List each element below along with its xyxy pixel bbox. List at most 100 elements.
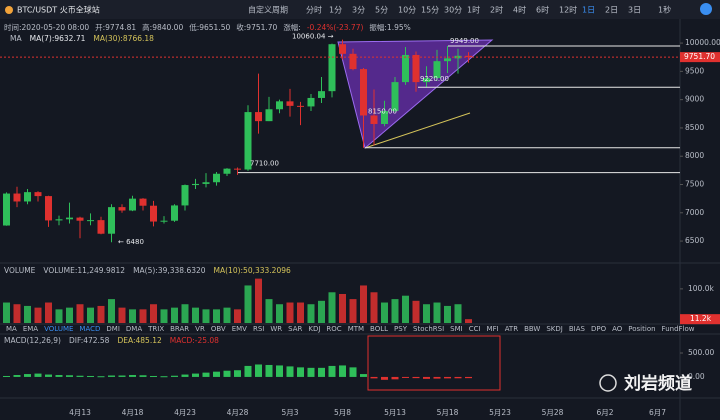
volume-bar bbox=[381, 302, 388, 323]
macd-bar bbox=[181, 374, 189, 377]
candle-body bbox=[160, 220, 168, 222]
indicator-tab[interactable]: EMV bbox=[232, 325, 247, 333]
candle-body bbox=[150, 205, 157, 222]
macd-legend: MACD(12,26,9) bbox=[4, 336, 61, 345]
period[interactable]: 15分 bbox=[421, 6, 439, 15]
indicator-tab[interactable]: SKDJ bbox=[546, 325, 563, 333]
indicator-tab[interactable]: StochRSI bbox=[413, 325, 444, 333]
indicator-tab[interactable]: MTM bbox=[348, 325, 364, 333]
volume-bar bbox=[349, 299, 357, 323]
volume-bar bbox=[181, 304, 189, 323]
period[interactable]: 4时 bbox=[513, 5, 526, 15]
period[interactable]: 1日 bbox=[582, 6, 595, 15]
indicator-tab[interactable]: RSI bbox=[253, 325, 264, 333]
indicator-tab[interactable]: FundFlow bbox=[662, 325, 695, 333]
highlight-box[interactable] bbox=[367, 335, 501, 391]
period[interactable]: 10分 bbox=[398, 6, 416, 15]
indicator-tab[interactable]: VOLUME bbox=[44, 325, 73, 333]
volume-bar bbox=[454, 304, 462, 323]
indicator-tab[interactable]: DMI bbox=[106, 325, 120, 333]
trend-line[interactable] bbox=[364, 112, 471, 149]
menu-icon[interactable] bbox=[700, 3, 712, 15]
indicator-tab[interactable]: DMA bbox=[126, 325, 142, 333]
indicator-tab[interactable]: BRAR bbox=[170, 325, 189, 333]
candle-body bbox=[244, 112, 252, 170]
period[interactable]: 6时 bbox=[536, 5, 549, 15]
candle-body bbox=[13, 193, 21, 202]
candle-body bbox=[391, 82, 399, 111]
candle-body bbox=[118, 207, 126, 211]
period[interactable]: 2日 bbox=[605, 6, 618, 15]
annotation: 9949.00 bbox=[450, 37, 479, 45]
indicator-tab[interactable]: VR bbox=[195, 325, 205, 333]
macd-bar bbox=[3, 375, 10, 377]
volume-bar bbox=[150, 304, 157, 323]
indicator-tab[interactable]: MACD bbox=[79, 325, 100, 333]
candle-body bbox=[223, 168, 231, 174]
candle-body bbox=[339, 44, 346, 54]
macd-bar bbox=[370, 376, 378, 379]
x-tick-label: 5月23 bbox=[489, 408, 511, 417]
candle-body bbox=[276, 101, 283, 110]
macd-bar bbox=[297, 367, 304, 377]
macd-bar bbox=[150, 375, 157, 377]
indicator-tab[interactable]: OBV bbox=[211, 325, 226, 333]
info-item: 振幅:1.95% bbox=[369, 22, 410, 32]
candle-body bbox=[76, 217, 84, 221]
indicator-tab[interactable]: KDJ bbox=[308, 325, 320, 333]
period[interactable]: 1分 bbox=[329, 6, 342, 15]
indicator-tab[interactable]: AO bbox=[612, 325, 623, 333]
indicator-tab[interactable]: SAR bbox=[288, 325, 302, 333]
candle-body bbox=[297, 105, 304, 107]
indicator-tab[interactable]: Position bbox=[628, 325, 655, 333]
volume-bar bbox=[160, 309, 168, 323]
period[interactable]: 1时 bbox=[467, 5, 480, 15]
period[interactable]: 分时 bbox=[306, 5, 322, 15]
ma-legend: MA bbox=[10, 34, 22, 43]
candle-body bbox=[412, 54, 420, 83]
period[interactable]: 2时 bbox=[490, 5, 503, 15]
period[interactable]: 5分 bbox=[375, 6, 388, 15]
macd-legend: MACD:-25.08 bbox=[170, 336, 219, 345]
candle-body bbox=[349, 53, 357, 70]
indicator-tab[interactable]: DPO bbox=[591, 325, 607, 333]
period[interactable]: 30分 bbox=[444, 6, 462, 15]
symbol[interactable]: BTC/USDT 火币全球站 bbox=[17, 5, 100, 15]
indicator-tab[interactable]: CCI bbox=[469, 325, 481, 333]
volume-bar bbox=[318, 300, 325, 323]
candle-body bbox=[465, 55, 472, 58]
macd-bar bbox=[244, 365, 252, 377]
indicator-tab[interactable]: ROC bbox=[326, 325, 341, 333]
macd-bar bbox=[423, 376, 430, 379]
indicator-tab[interactable]: PSY bbox=[394, 325, 408, 333]
indicator-tab[interactable]: BOLL bbox=[370, 325, 388, 333]
candle-body bbox=[265, 109, 273, 122]
indicator-tab[interactable]: BBW bbox=[524, 325, 540, 333]
macd-bar bbox=[97, 376, 105, 378]
indicator-tab[interactable]: ATR bbox=[505, 325, 519, 333]
indicator-tab[interactable]: TRIX bbox=[147, 325, 164, 333]
period[interactable]: 12时 bbox=[559, 5, 577, 15]
indicator-tab[interactable]: MFI bbox=[487, 325, 499, 333]
candle-body bbox=[129, 198, 136, 211]
volume-bar bbox=[45, 302, 52, 323]
macd-bar bbox=[34, 373, 42, 377]
volume-bar bbox=[66, 307, 73, 323]
info-item: 高:9840.00 bbox=[142, 22, 183, 32]
custom-period[interactable]: 自定义周期 bbox=[248, 5, 288, 15]
candle-body bbox=[171, 205, 178, 221]
period[interactable]: 1秒 bbox=[658, 5, 671, 15]
period[interactable]: 3分 bbox=[352, 6, 365, 15]
indicator-tab[interactable]: BIAS bbox=[569, 325, 586, 333]
volume-bar bbox=[24, 305, 31, 323]
candle-body bbox=[192, 183, 199, 186]
macd-bar bbox=[454, 376, 462, 379]
indicator-tab[interactable]: MA bbox=[6, 325, 17, 333]
macd-bar bbox=[255, 364, 262, 377]
indicator-tab[interactable]: WR bbox=[270, 325, 282, 333]
period[interactable]: 3日 bbox=[628, 6, 641, 15]
indicator-tab[interactable]: EMA bbox=[23, 325, 38, 333]
macd-bar bbox=[45, 374, 52, 377]
indicator-tab[interactable]: SMI bbox=[450, 325, 463, 333]
volume-bar bbox=[307, 304, 315, 323]
